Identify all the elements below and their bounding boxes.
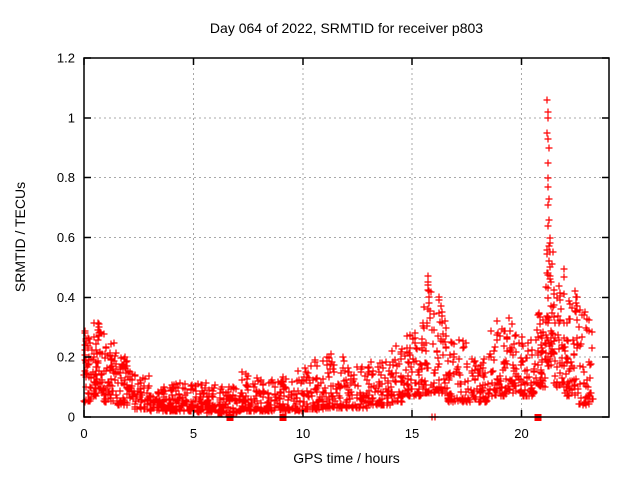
x-tick-label: 20 <box>514 426 528 441</box>
y-tick-label: 0.8 <box>57 170 75 185</box>
y-tick-label: 0.2 <box>57 350 75 365</box>
y-tick-label: 1.2 <box>57 51 75 66</box>
x-axis-label: GPS time / hours <box>293 450 400 466</box>
y-axis-label: SRMTID / TECUs <box>12 181 28 293</box>
data-points <box>80 96 597 421</box>
y-tick-label: 0.6 <box>57 230 75 245</box>
x-tick-label: 10 <box>296 426 310 441</box>
plot-border-and-ticks <box>83 57 610 418</box>
x-tick-label: 0 <box>80 426 87 441</box>
grid-lines <box>84 58 609 417</box>
x-tick-label: 15 <box>405 426 419 441</box>
y-tick-label: 0 <box>68 410 75 425</box>
y-tick-label: 1 <box>68 111 75 126</box>
x-tick-label: 5 <box>190 426 197 441</box>
y-tick-label: 0.4 <box>57 290 75 305</box>
chart-title: Day 064 of 2022, SRMTID for receiver p80… <box>209 20 484 36</box>
tick-labels: 0 5 10 15 20 0 0.2 0.4 0.6 0.8 1 1.2 <box>57 51 529 442</box>
